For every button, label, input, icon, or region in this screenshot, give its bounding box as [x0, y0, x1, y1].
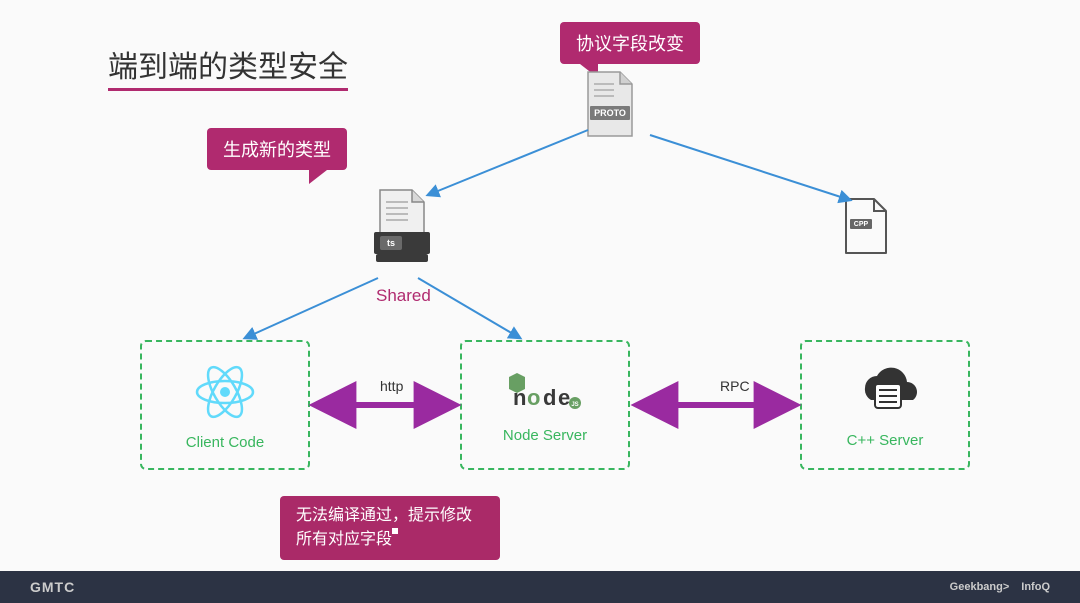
footer-infoq: InfoQ: [1021, 581, 1050, 593]
arrows-layer: [0, 0, 1080, 603]
footer-bar: GMTC Geekbang> InfoQ: [0, 571, 1080, 603]
proto-badge: PROTO: [594, 108, 626, 118]
edge-label-http: http: [380, 378, 403, 394]
svg-text:d: d: [543, 385, 556, 410]
node-server-box: n o d e JS Node Server: [460, 340, 630, 470]
callout-proto-change: 协议字段改变: [560, 22, 700, 64]
footer-logos-right: Geekbang> InfoQ: [950, 581, 1050, 593]
client-code-box: Client Code: [140, 340, 310, 470]
diagram-canvas: 协议字段改变 生成新的类型 无法编译通过，提示修改所有对应字段 PROTO ts: [0, 0, 1080, 603]
shared-label: Shared: [376, 286, 431, 306]
callout-compile-error: 无法编译通过，提示修改所有对应字段: [280, 496, 500, 560]
svg-text:e: e: [558, 385, 570, 410]
cloud-db-icon: [845, 362, 925, 422]
cpp-file-icon: CPP: [840, 195, 892, 262]
react-icon: [193, 360, 257, 424]
ts-badge: ts: [387, 238, 395, 248]
callout-gen-types: 生成新的类型: [207, 128, 347, 170]
edge-label-rpc: RPC: [720, 378, 750, 394]
client-label: Client Code: [186, 434, 264, 451]
cpp-badge: CPP: [854, 221, 869, 228]
svg-text:o: o: [527, 385, 540, 410]
svg-text:n: n: [513, 385, 526, 410]
cpp-server-box: C++ Server: [800, 340, 970, 470]
proto-file-icon: PROTO: [580, 70, 640, 143]
cpp-label: C++ Server: [847, 432, 924, 449]
node-label: Node Server: [503, 427, 587, 444]
footer-logo-left: GMTC: [30, 579, 75, 595]
ts-file-icon: ts: [370, 188, 434, 273]
node-icon: n o d e JS: [495, 367, 595, 417]
footer-geekbang: Geekbang>: [950, 581, 1010, 593]
svg-text:JS: JS: [571, 402, 578, 408]
